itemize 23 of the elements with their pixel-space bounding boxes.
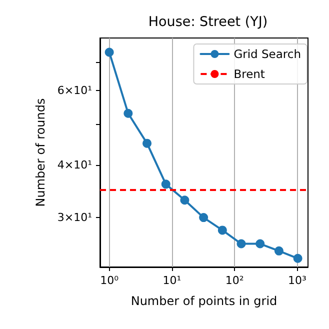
point (256, 239, 265, 248)
point (218, 226, 227, 235)
point (293, 254, 302, 263)
y-axis-title: Number of rounds (33, 98, 48, 207)
x-tick-label: 10³ (288, 274, 306, 287)
chart-title: House: Street (YJ) (148, 14, 268, 30)
point (161, 180, 170, 189)
y-tick-label: 3×10¹ (57, 211, 92, 224)
x-tick-label: 10² (225, 274, 244, 287)
point (142, 138, 152, 148)
y-tick-label: 6×10¹ (57, 84, 92, 98)
y-tick-label: 4×10¹ (57, 158, 92, 172)
point (199, 213, 208, 222)
x-axis-title: Number of points in grid (130, 294, 278, 308)
point (236, 239, 246, 248)
point (180, 196, 190, 205)
x-tick-label: 10¹ (162, 274, 182, 287)
legend-label: Brent (234, 67, 266, 81)
x-tick-label: 10⁰ (100, 274, 120, 287)
point (274, 246, 284, 256)
point (124, 108, 133, 118)
legend-label: Grid Search (234, 47, 302, 61)
point (104, 48, 114, 57)
